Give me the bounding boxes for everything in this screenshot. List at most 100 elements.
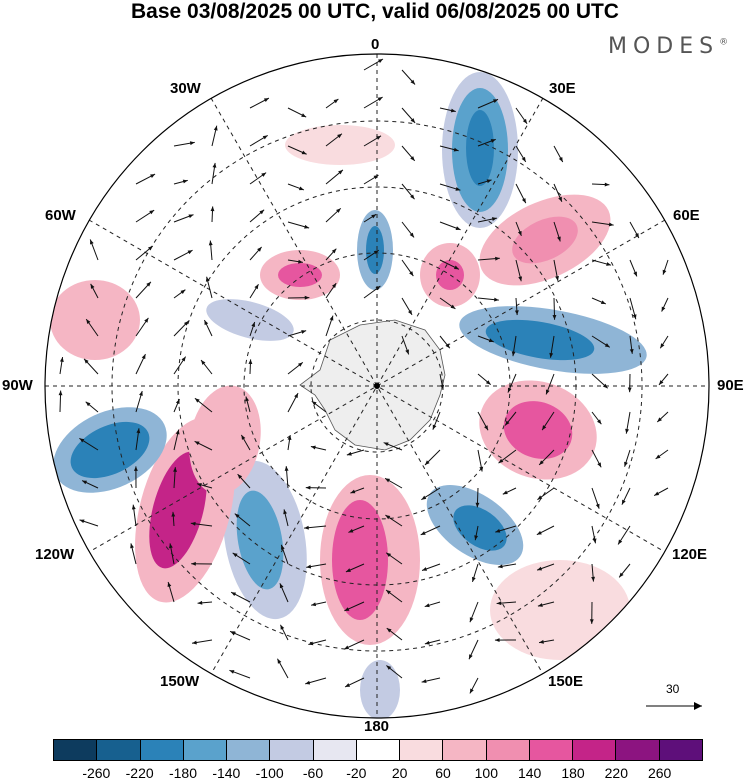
colorbar-box xyxy=(97,740,141,760)
wind-arrow-head xyxy=(298,259,303,264)
wind-arrow-head xyxy=(248,359,253,365)
wind-arrow-head xyxy=(657,417,662,422)
wind-arrow-head xyxy=(629,348,634,354)
wind-arrow-head xyxy=(409,271,414,277)
wind-arrow-head xyxy=(345,568,351,572)
wind-arrow-head xyxy=(350,489,356,494)
wind-arrow-head xyxy=(377,97,383,102)
wind-arrow-head xyxy=(469,617,474,623)
wind-arrow-head xyxy=(497,564,503,569)
wind-arrow-head xyxy=(301,113,307,118)
modes-logo: MODES® xyxy=(608,34,728,59)
wind-arrow-head xyxy=(146,281,151,287)
colorbar-tick-label: 180 xyxy=(561,765,585,781)
wind-arrow-head xyxy=(432,424,437,430)
wind-arrow-head xyxy=(410,118,416,123)
wind-arrow-head xyxy=(277,658,282,664)
polar-map xyxy=(44,53,710,719)
wind-arrow-head xyxy=(488,338,494,343)
wind-arrow-head xyxy=(338,169,343,175)
wind-arrow-head xyxy=(484,425,489,431)
colorbar-box xyxy=(529,740,574,760)
colorbar-box xyxy=(140,740,184,760)
wind-arrow-head xyxy=(410,156,415,161)
wind-arrow-head xyxy=(141,354,146,360)
lon-label-30e: 30E xyxy=(549,80,576,97)
wind-arrow-head xyxy=(304,224,310,229)
wind-arrow-head xyxy=(539,639,544,644)
colorbar-tick-label: -220 xyxy=(125,765,154,781)
wind-arrow-head xyxy=(634,232,639,238)
wind-arrow-head xyxy=(376,135,382,140)
wind-arrow-head xyxy=(494,638,500,643)
lon-label-180: 180 xyxy=(364,718,390,735)
wind-arrow-head xyxy=(450,304,456,309)
wind-arrow-head xyxy=(469,688,474,694)
wind-arrow-head xyxy=(602,383,608,389)
wind-arrow-head xyxy=(133,466,138,471)
wind-arrow-head xyxy=(231,592,237,597)
wind-arrow-head xyxy=(409,232,415,238)
colorbar-box xyxy=(573,740,617,760)
wind-arrow-head xyxy=(257,246,262,252)
wind-arrow-head xyxy=(591,576,596,582)
wind-arrow-head xyxy=(148,246,153,251)
wind-arrow-head xyxy=(197,600,203,605)
colorbar-box xyxy=(313,740,357,760)
wind-arrow-head xyxy=(485,380,491,385)
registered-mark: ® xyxy=(719,37,729,48)
colorbar-box xyxy=(227,740,271,760)
wind-arrow-head xyxy=(168,543,173,549)
wind-arrow-head xyxy=(333,98,339,104)
wind-arrow-head xyxy=(144,317,149,323)
wind-arrow-head xyxy=(424,603,430,608)
wind-arrow-head xyxy=(308,641,314,646)
wind-arrow-head xyxy=(171,511,176,517)
wind-arrow-head xyxy=(558,157,563,162)
wind-arrow-head xyxy=(471,576,476,582)
wind-arrow-head xyxy=(131,504,136,510)
wind-arrow-head xyxy=(597,462,602,468)
colorbar-box xyxy=(486,740,530,760)
wind-arrow-head xyxy=(201,360,206,365)
wind-arrow-head xyxy=(331,248,337,254)
wind-arrow-head xyxy=(337,133,342,139)
wind-arrow-head xyxy=(514,310,519,316)
wind-arrow-head xyxy=(475,502,480,508)
wind-arrow-head xyxy=(90,239,94,245)
wind-arrow-head xyxy=(205,276,210,282)
colorbar-tick-label: 260 xyxy=(647,765,672,781)
wind-arrow-head xyxy=(344,607,350,611)
wind-arrow-head xyxy=(421,495,427,500)
wind-arrow-head xyxy=(86,319,91,325)
wind-arrow-head xyxy=(373,250,379,255)
wind-arrow-head xyxy=(502,490,508,495)
wind-arrow-head xyxy=(194,441,200,446)
wind-arrow-head xyxy=(604,343,610,348)
wind-arrow-head xyxy=(331,283,337,288)
wind-arrow-head xyxy=(539,460,544,465)
wind-arrow-head xyxy=(621,499,626,505)
wind-arrow-head xyxy=(279,583,284,589)
wind-arrow-head xyxy=(191,561,196,566)
wind-arrow-head xyxy=(173,467,177,472)
wind-arrow-head xyxy=(175,429,180,435)
wind-arrow-head xyxy=(424,460,430,465)
wind-arrow-head xyxy=(298,186,304,191)
colorbar-tick-label: 220 xyxy=(604,765,629,781)
wind-arrow-head xyxy=(82,480,88,485)
wind-arrow-head xyxy=(496,601,502,606)
wind-arrow-head xyxy=(386,628,392,633)
wind-arrow-head xyxy=(287,435,292,441)
wind-arrow-head xyxy=(505,420,510,426)
wind-arrow-head xyxy=(311,401,317,406)
wind-arrow-head xyxy=(212,162,217,168)
wind-arrow-head xyxy=(139,390,143,396)
wind-arrow-head xyxy=(305,680,311,685)
wind-arrow-head xyxy=(383,442,389,447)
wind-arrow-head xyxy=(424,640,430,645)
wind-arrow-head xyxy=(385,478,391,483)
wind-arrow-head xyxy=(618,539,623,545)
wind-arrow-head xyxy=(542,425,547,431)
wind-arrow-head xyxy=(558,196,562,202)
